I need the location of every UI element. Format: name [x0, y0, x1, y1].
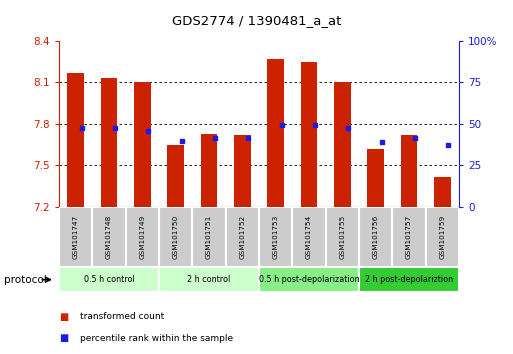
Bar	[334, 82, 351, 207]
Bar	[126, 207, 159, 267]
Text: GSM101755: GSM101755	[340, 215, 345, 259]
Bar	[159, 207, 192, 267]
Bar	[326, 207, 359, 267]
Text: 0.5 h post-depolarization: 0.5 h post-depolarization	[259, 275, 360, 284]
Text: protocol: protocol	[4, 275, 47, 285]
Bar	[59, 267, 159, 292]
Text: GSM101750: GSM101750	[173, 215, 179, 259]
Text: percentile rank within the sample: percentile rank within the sample	[80, 333, 232, 343]
Bar	[426, 207, 459, 267]
Bar	[434, 177, 451, 207]
Bar	[234, 135, 251, 207]
Bar	[101, 78, 117, 207]
Bar	[259, 207, 292, 267]
Bar	[167, 145, 184, 207]
Text: GSM101759: GSM101759	[440, 215, 445, 259]
Text: 2 h post-depolariztion: 2 h post-depolariztion	[365, 275, 453, 284]
Bar	[67, 73, 84, 207]
Bar	[301, 62, 318, 207]
Text: ■: ■	[59, 312, 68, 322]
Text: GSM101747: GSM101747	[73, 215, 78, 259]
Text: 2 h control: 2 h control	[187, 275, 231, 284]
Bar	[359, 207, 392, 267]
Text: 0.5 h control: 0.5 h control	[84, 275, 134, 284]
Text: transformed count: transformed count	[80, 312, 164, 321]
Text: GSM101754: GSM101754	[306, 215, 312, 259]
Bar	[292, 207, 326, 267]
Bar	[392, 207, 426, 267]
Bar	[59, 207, 92, 267]
Bar	[159, 267, 259, 292]
Bar	[192, 207, 226, 267]
Bar	[226, 207, 259, 267]
Text: GSM101753: GSM101753	[273, 215, 279, 259]
Text: GSM101756: GSM101756	[373, 215, 379, 259]
Bar	[267, 59, 284, 207]
Bar	[367, 149, 384, 207]
Bar	[134, 82, 151, 207]
Text: GSM101757: GSM101757	[406, 215, 412, 259]
Bar	[259, 267, 359, 292]
Text: GSM101748: GSM101748	[106, 215, 112, 259]
Bar	[401, 135, 418, 207]
Text: GSM101752: GSM101752	[240, 215, 245, 259]
Bar	[359, 267, 459, 292]
Text: GSM101751: GSM101751	[206, 215, 212, 259]
Bar	[201, 133, 218, 207]
Bar	[92, 207, 126, 267]
Text: ■: ■	[59, 333, 68, 343]
Text: GDS2774 / 1390481_a_at: GDS2774 / 1390481_a_at	[172, 14, 341, 27]
Text: GSM101749: GSM101749	[140, 215, 145, 259]
